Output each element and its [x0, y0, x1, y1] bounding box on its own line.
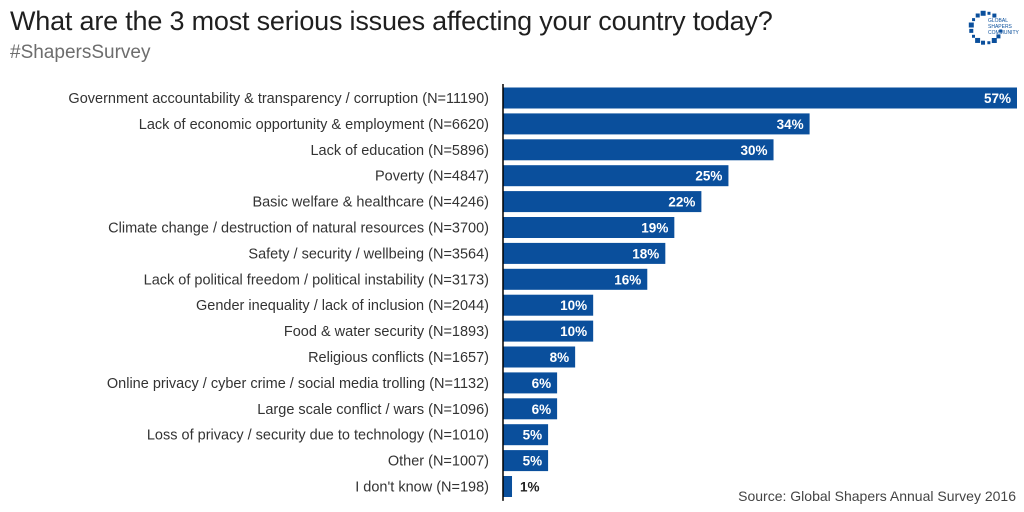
bars-layer: [503, 87, 1017, 497]
logo-square: [971, 34, 975, 38]
value-label: 6%: [532, 402, 552, 417]
bar: [503, 113, 810, 135]
value-label: 5%: [523, 428, 543, 443]
value-label: 34%: [777, 117, 804, 132]
logo-square: [972, 18, 976, 22]
bar: [503, 398, 558, 420]
category-label: Gender inequality / lack of inclusion (N…: [196, 298, 489, 314]
value-label: 16%: [614, 272, 641, 287]
category-label: Online privacy / cyber crime / social me…: [107, 376, 489, 392]
chart-title: What are the 3 most serious issues affec…: [10, 6, 773, 36]
bar: [503, 424, 549, 446]
bar: [503, 450, 549, 472]
category-label: Other (N=1007): [388, 454, 489, 470]
value-label: 57%: [984, 91, 1011, 106]
bar: [503, 346, 576, 368]
source-note: Source: Global Shapers Annual Survey 201…: [738, 488, 1016, 504]
logo-square: [968, 22, 974, 28]
value-label: 10%: [560, 324, 587, 339]
logo-text-line-1: GLOBAL: [988, 18, 1008, 24]
logo-square: [969, 28, 974, 33]
logo-square: [992, 13, 997, 18]
category-label: Safety / security / wellbeing (N=3564): [248, 246, 489, 262]
value-label: 22%: [668, 195, 695, 210]
logo-square: [996, 34, 1001, 39]
bar: [503, 372, 558, 394]
category-label: Government accountability & transparency…: [68, 91, 489, 107]
category-label: Poverty (N=4847): [375, 169, 489, 185]
logo-square: [980, 10, 986, 16]
chart-subtitle: #ShapersSurvey: [10, 42, 151, 63]
bar: [503, 268, 648, 290]
category-label: I don't know (N=198): [355, 480, 489, 496]
bar: [503, 320, 594, 342]
category-label: Food & water security (N=1893): [284, 324, 489, 340]
value-label: 1%: [520, 480, 540, 495]
bar: [503, 294, 594, 316]
category-label: Loss of privacy / security due to techno…: [147, 428, 489, 444]
category-label: Basic welfare & healthcare (N=4246): [252, 195, 489, 211]
global-shapers-logo: GLOBAL SHAPERS COMMUNITY: [968, 10, 1019, 45]
bar: [503, 191, 702, 213]
category-label: Climate change / destruction of natural …: [108, 221, 489, 237]
logo-square: [981, 40, 986, 45]
bar: [503, 476, 513, 497]
value-label: 8%: [550, 350, 570, 365]
category-label: Religious conflicts (N=1657): [308, 350, 489, 366]
value-label: 5%: [523, 454, 543, 469]
logo-square: [975, 13, 980, 18]
value-label: 6%: [532, 376, 552, 391]
bar: [503, 165, 729, 187]
value-labels-layer: 57% 34% 30% 25%22%19% 18% 16% 10% 10% 8% 6% 6% 5% 5%…: [520, 91, 1011, 495]
logo-text-line-2: SHAPERS: [988, 24, 1013, 30]
bar: [503, 217, 675, 238]
category-label: Lack of education (N=5896): [310, 143, 489, 159]
category-label: Lack of economic opportunity & employmen…: [139, 117, 489, 133]
category-labels-layer: Government accountability & transparency…: [68, 91, 489, 496]
value-label: 30%: [740, 143, 767, 158]
value-label: 10%: [560, 298, 587, 313]
logo-text-line-3: COMMUNITY: [988, 30, 1019, 36]
logo-square: [991, 38, 997, 44]
bar: [503, 242, 666, 264]
logo-ring-icon: [968, 10, 1003, 45]
category-label: Large scale conflict / wars (N=1096): [257, 402, 489, 418]
value-label: 19%: [641, 221, 668, 236]
logo-square: [975, 37, 981, 43]
logo-square: [987, 41, 991, 45]
value-label: 25%: [695, 169, 722, 184]
category-label: Lack of political freedom / political in…: [144, 272, 489, 288]
bar: [503, 87, 1017, 109]
bar: [503, 139, 774, 161]
logo-square: [999, 29, 1003, 33]
logo-square: [987, 11, 991, 15]
value-label: 18%: [632, 246, 659, 261]
